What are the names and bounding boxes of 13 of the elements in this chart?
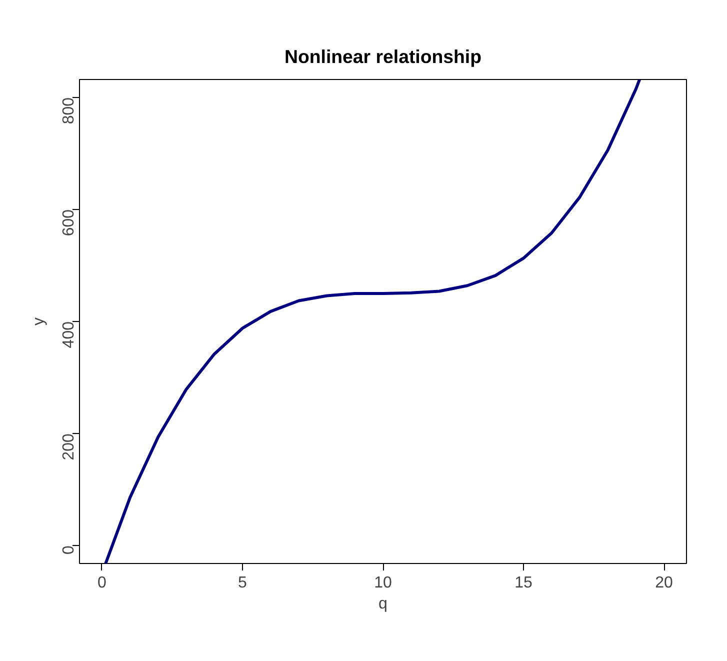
x-axis-title: q [378,596,388,612]
y-tick-label: 600 [60,209,78,236]
chart-title: Nonlinear relationship [284,46,482,67]
x-tick-label: 15 [514,574,533,592]
x-tick-label: 10 [374,574,392,592]
y-axis-title: y [30,318,48,326]
y-tick-label: 400 [60,321,78,348]
y-tick-label: 0 [60,545,78,554]
x-tick-label: 5 [238,574,248,592]
x-tick-label: 20 [655,574,674,592]
y-tick-label: 800 [60,97,78,124]
y-tick-label: 200 [60,433,78,460]
x-tick-label: 0 [98,574,107,592]
